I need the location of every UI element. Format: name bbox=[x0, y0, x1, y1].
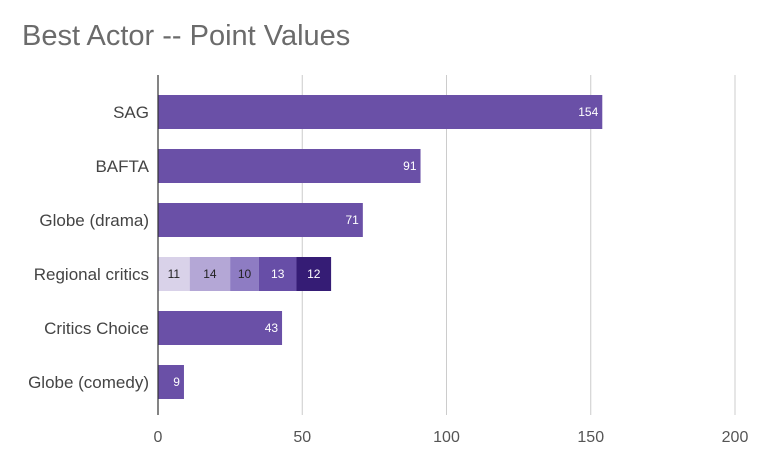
category-label: BAFTA bbox=[95, 157, 149, 176]
bar-segment bbox=[189, 257, 231, 291]
data-label: 43 bbox=[265, 321, 279, 335]
bar bbox=[158, 203, 363, 237]
x-tick-label: 150 bbox=[577, 429, 604, 446]
bar-segment bbox=[230, 257, 259, 291]
data-label: 91 bbox=[403, 159, 417, 173]
x-tick-label: 50 bbox=[293, 429, 311, 446]
category-label: Regional critics bbox=[34, 265, 149, 284]
data-label: 10 bbox=[238, 267, 252, 281]
category-label: SAG bbox=[113, 103, 149, 122]
data-label: 14 bbox=[203, 267, 217, 281]
data-label: 71 bbox=[345, 213, 359, 227]
x-tick-label: 200 bbox=[722, 429, 749, 446]
chart-title: Best Actor -- Point Values bbox=[22, 20, 351, 52]
category-label: Globe (drama) bbox=[39, 211, 149, 230]
bar bbox=[158, 95, 603, 129]
data-label: 154 bbox=[578, 105, 598, 119]
x-tick-label: 0 bbox=[154, 429, 163, 446]
data-label: 11 bbox=[168, 267, 181, 281]
bar bbox=[158, 311, 283, 345]
data-label: 12 bbox=[307, 267, 321, 281]
data-label: 9 bbox=[173, 375, 180, 389]
category-label: Globe (comedy) bbox=[28, 373, 149, 392]
bar-segment bbox=[296, 257, 332, 291]
x-tick-label: 100 bbox=[433, 429, 460, 446]
bar bbox=[158, 149, 421, 183]
data-label: 13 bbox=[271, 267, 285, 281]
bar-segment bbox=[258, 257, 297, 291]
bar-segment bbox=[158, 257, 190, 291]
category-label: Critics Choice bbox=[44, 319, 149, 338]
bar bbox=[158, 365, 184, 399]
